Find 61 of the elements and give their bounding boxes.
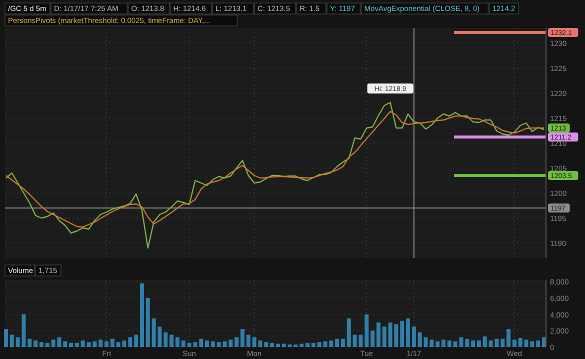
- line-series: [5, 102, 545, 249]
- bar: [536, 340, 540, 347]
- bar: [146, 298, 150, 347]
- bar: [246, 334, 250, 347]
- bar: [382, 326, 386, 347]
- bar: [412, 326, 416, 347]
- bar: [63, 341, 68, 347]
- bar: [306, 342, 310, 347]
- bar: [406, 318, 410, 347]
- bar: [436, 341, 440, 347]
- bar: [482, 336, 487, 347]
- bar: [45, 342, 50, 347]
- bar: [418, 332, 422, 347]
- bar: [175, 337, 180, 347]
- bar: [205, 340, 210, 347]
- bar: [69, 342, 74, 347]
- bar: [282, 344, 286, 347]
- bar: [264, 342, 268, 347]
- bar: [39, 342, 44, 347]
- bar: [164, 332, 168, 347]
- bar: [465, 338, 470, 347]
- bar: [506, 329, 511, 347]
- line-series: [5, 110, 545, 228]
- bar: [335, 338, 340, 347]
- bar: [300, 344, 304, 347]
- bar: [441, 340, 446, 347]
- bar: [376, 322, 380, 347]
- bar: [28, 338, 32, 347]
- bar: [370, 330, 375, 347]
- bar: [311, 342, 316, 347]
- bar: [234, 337, 239, 347]
- bar: [317, 342, 322, 347]
- bar: [199, 338, 204, 347]
- bar: [10, 334, 14, 347]
- bar: [276, 344, 280, 347]
- bar: [500, 338, 505, 347]
- bar: [98, 340, 103, 347]
- bar: [74, 342, 79, 347]
- bar: [80, 340, 85, 347]
- bar: [240, 329, 244, 347]
- bar: [104, 341, 109, 347]
- bar: [340, 338, 345, 347]
- bar: [110, 338, 114, 347]
- bar: [400, 320, 404, 347]
- bar: [228, 340, 233, 347]
- bar: [364, 314, 369, 347]
- bar: [128, 337, 132, 347]
- bar: [471, 340, 476, 347]
- bar: [210, 341, 215, 347]
- bar: [34, 340, 38, 347]
- bar: [4, 329, 8, 347]
- bar: [170, 334, 174, 347]
- bar: [346, 318, 351, 347]
- bar: [140, 283, 144, 347]
- bar: [181, 340, 186, 347]
- bar: [518, 338, 522, 347]
- bar: [447, 340, 452, 347]
- bar: [270, 342, 274, 347]
- bar: [476, 340, 481, 347]
- bar: [134, 334, 138, 347]
- bar: [512, 340, 516, 347]
